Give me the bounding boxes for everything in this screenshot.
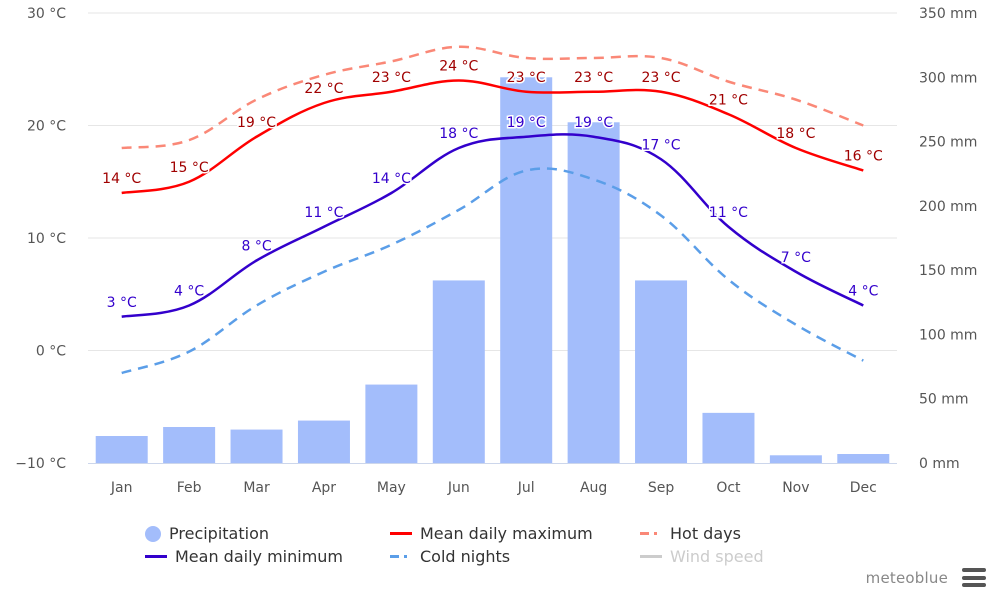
legend-label: Precipitation (169, 524, 270, 543)
x-tick-label: Feb (177, 480, 202, 496)
data-label-max-dec: 16 °C (844, 149, 883, 165)
legend-item-cold-nights[interactable]: Cold nights (390, 547, 510, 566)
data-label-max-nov: 18 °C (776, 126, 815, 142)
legend-item-precipitation[interactable]: Precipitation (145, 524, 269, 543)
series-line-cold-nights (121, 167, 864, 375)
x-tick-label: Mar (243, 480, 270, 496)
y-axis-left: 30 °C 20 °C 10 °C 0 °C −10 °C (15, 6, 66, 472)
data-label-max-may: 23 °C (372, 70, 411, 86)
data-label-min-jun: 18 °C (439, 126, 478, 142)
dashed-line-icon (390, 555, 412, 558)
series-line-mean-daily-maximum (121, 79, 864, 195)
x-tick-label: Apr (312, 480, 336, 496)
precipitation-bar-jun (432, 280, 485, 463)
x-tick-label: Nov (782, 480, 809, 496)
x-tick-label: Aug (580, 480, 607, 496)
precipitation-bar-may (365, 384, 418, 463)
precipitation-bar-jan (95, 436, 148, 463)
dashed-line-icon (640, 532, 662, 535)
data-label-min-dec: 4 °C (848, 284, 878, 300)
y-axis-right: 350 mm 300 mm 250 mm 200 mm 150 mm 100 mm 50 m… (919, 6, 977, 472)
data-label-max-feb: 15 °C (170, 160, 209, 176)
x-axis: Jan Feb Mar Apr May Jun Jul Aug Sep Oct Nov Dec (88, 463, 897, 496)
data-label-min-apr: 11 °C (304, 205, 343, 221)
grid-lines (88, 12, 897, 351)
y-left-tick-label: −10 °C (15, 456, 66, 472)
data-label-min-mar: 8 °C (241, 239, 271, 255)
x-tick-label: Jan (110, 480, 133, 496)
legend-label: Wind speed (670, 547, 764, 566)
x-tick-label: Jul (517, 480, 535, 496)
line-icon (145, 555, 167, 558)
y-right-tick-label: 250 mm (919, 135, 977, 151)
x-tick-label: Oct (716, 480, 741, 496)
data-label-max-jan: 14 °C (102, 171, 141, 187)
x-tick-label: Dec (850, 480, 877, 496)
data-label-max-mar: 19 °C (237, 115, 276, 131)
precipitation-bar-jul (500, 77, 553, 464)
y-left-tick-label: 20 °C (27, 119, 66, 135)
line-icon (640, 555, 662, 558)
y-right-tick-label: 300 mm (919, 70, 977, 86)
data-label-min-feb: 4 °C (174, 284, 204, 300)
temperature-lines (121, 45, 864, 375)
data-label-max-jul: 23 °C (507, 70, 546, 86)
y-right-tick-label: 50 mm (919, 392, 969, 408)
x-tick-label: Jun (447, 480, 470, 496)
precipitation-dot-icon (145, 525, 161, 542)
data-label-max-jun: 24 °C (439, 59, 478, 75)
legend-item-mean-daily-maximum[interactable]: Mean daily maximum (390, 524, 593, 543)
x-tick-label: Sep (648, 480, 675, 496)
legend-label: Hot days (670, 524, 741, 543)
legend: Precipitation Mean daily maximum Hot day… (0, 522, 1002, 572)
y-left-tick-label: 0 °C (36, 344, 66, 360)
data-label-min-oct: 11 °C (709, 205, 748, 221)
precipitation-bar-oct (702, 412, 755, 463)
data-label-min-aug: 19 °C (574, 115, 613, 131)
data-labels: 14 °C 15 °C 19 °C 22 °C 23 °C 24 °C 23 °C 23 °C… (101, 57, 885, 312)
y-right-tick-label: 100 mm (919, 327, 977, 343)
data-label-min-may: 14 °C (372, 171, 411, 187)
precipitation-bar-feb (163, 427, 216, 463)
y-right-tick-label: 0 mm (919, 456, 960, 472)
legend-item-mean-daily-minimum[interactable]: Mean daily minimum (145, 547, 343, 566)
line-icon (390, 532, 412, 535)
climate-chart: Jan Feb Mar Apr May Jun Jul Aug Sep Oct Nov Dec 14 … (15, 6, 977, 496)
y-right-tick-label: 350 mm (919, 6, 977, 22)
series-line-mean-daily-minimum (121, 133, 864, 318)
legend-label: Mean daily maximum (420, 524, 593, 543)
data-label-max-apr: 22 °C (304, 81, 343, 97)
legend-item-wind-speed[interactable]: Wind speed (640, 547, 764, 566)
precipitation-bar-nov (769, 455, 822, 463)
y-right-tick-label: 150 mm (919, 263, 977, 279)
data-label-max-aug: 23 °C (574, 70, 613, 86)
x-tick-label: May (377, 480, 406, 496)
precipitation-bar-apr (297, 420, 350, 463)
data-label-min-sep: 17 °C (642, 137, 681, 153)
hamburger-menu-icon[interactable] (962, 568, 986, 587)
precipitation-bars (95, 77, 890, 464)
data-label-min-jan: 3 °C (107, 295, 137, 311)
data-label-min-jul: 19 °C (507, 115, 546, 131)
data-label-min-nov: 7 °C (781, 250, 811, 266)
meteoblue-logo[interactable]: meteoblue (865, 568, 948, 587)
data-label-max-oct: 21 °C (709, 92, 748, 108)
precipitation-bar-mar (230, 429, 283, 463)
legend-item-hot-days[interactable]: Hot days (640, 524, 741, 543)
legend-label: Mean daily minimum (175, 547, 344, 566)
y-right-tick-label: 200 mm (919, 199, 977, 215)
y-left-tick-label: 10 °C (27, 231, 66, 247)
precipitation-bar-aug (567, 122, 620, 464)
data-label-max-sep: 23 °C (642, 70, 681, 86)
series-line-hot-days (121, 45, 864, 150)
precipitation-bar-dec (837, 454, 890, 463)
legend-label: Cold nights (420, 547, 511, 566)
footer: meteoblue (866, 568, 986, 587)
y-left-tick-label: 30 °C (27, 6, 66, 22)
precipitation-bar-sep (635, 280, 688, 463)
